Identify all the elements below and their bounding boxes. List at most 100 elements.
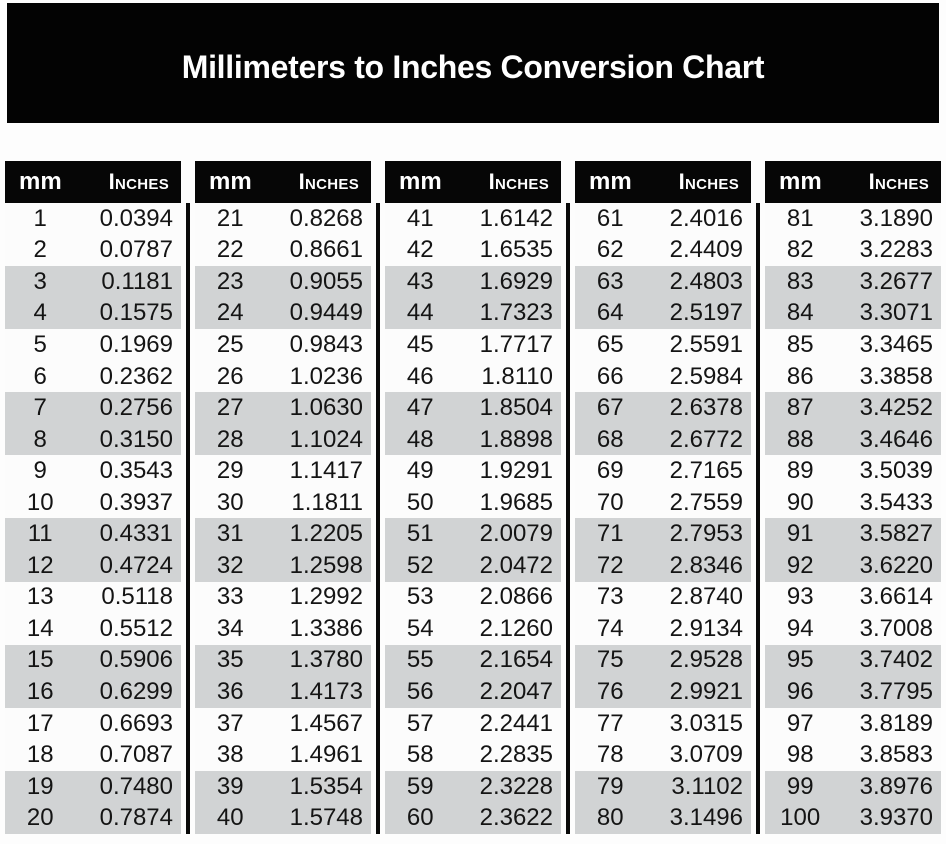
mm-value: 85 — [786, 330, 814, 358]
mm-value: 33 — [216, 583, 244, 611]
mm-value: 95 — [786, 646, 814, 674]
inches-value: 3.2283 — [859, 236, 933, 264]
inches-value: 0.5118 — [101, 583, 173, 611]
inches-value: 2.6378 — [669, 394, 743, 422]
mm-value: 49 — [406, 457, 434, 485]
mm-value: 79 — [596, 772, 624, 800]
inches-value: 0.4331 — [99, 520, 173, 548]
inches-value: 0.9843 — [289, 330, 363, 358]
divider-line — [186, 203, 190, 834]
mm-value: 72 — [596, 551, 624, 579]
mm-value: 35 — [216, 646, 244, 674]
inches-value: 0.3150 — [99, 425, 173, 453]
inches-value: 3.7795 — [859, 677, 933, 705]
table-row: 76 2.9921 — [575, 676, 751, 708]
table-row: 69 2.7165 — [575, 455, 751, 487]
table-row: 65 2.5591 — [575, 329, 751, 361]
mm-value: 86 — [786, 362, 814, 390]
inches-value: 2.2441 — [479, 709, 553, 737]
mm-value: 92 — [786, 551, 814, 579]
inches-value: 3.6220 — [859, 551, 933, 579]
table-row: 14 0.5512 — [5, 613, 181, 645]
mm-column-header: mm — [589, 168, 632, 195]
conversion-table: mm Inches 1 0.0394 2 0.0787 3 0.1181 4 0.1575 5 0.1… — [5, 161, 181, 834]
mm-value: 26 — [216, 362, 244, 390]
mm-value: 80 — [596, 804, 624, 832]
table-row: 31 1.2205 — [195, 518, 371, 551]
table-row: 85 3.3465 — [765, 329, 941, 361]
inches-value: 0.2756 — [99, 394, 173, 422]
inches-value: 0.4724 — [99, 551, 173, 579]
mm-value: 27 — [216, 394, 244, 422]
inches-value: 2.1260 — [479, 614, 553, 642]
inches-value: 2.2047 — [479, 677, 553, 705]
inches-value: 0.1969 — [99, 330, 173, 358]
inches-value: 1.8504 — [479, 394, 553, 422]
mm-value: 68 — [596, 425, 624, 453]
inches-value: 1.8898 — [479, 425, 553, 453]
table-row: 51 2.0079 — [385, 518, 561, 551]
table-row: 27 1.0630 — [195, 392, 371, 424]
table-row: 88 3.4646 — [765, 423, 941, 456]
mm-value: 34 — [216, 614, 244, 642]
inches-value: 3.8189 — [859, 709, 933, 737]
mm-column-header: mm — [399, 168, 442, 195]
mm-value: 96 — [786, 677, 814, 705]
mm-value: 57 — [406, 709, 434, 737]
inches-value: 0.8268 — [289, 204, 363, 232]
table-header: mm Inches — [195, 161, 371, 203]
table-row: 15 0.5906 — [5, 644, 181, 677]
mm-value: 45 — [406, 330, 434, 358]
divider-line — [756, 203, 760, 834]
mm-value: 65 — [596, 330, 624, 358]
mm-value: 29 — [216, 457, 244, 485]
mm-value: 54 — [406, 614, 434, 642]
table-row: 35 1.3780 — [195, 644, 371, 677]
mm-value: 36 — [216, 677, 244, 705]
table-row: 92 3.6220 — [765, 550, 941, 582]
table-row: 77 3.0315 — [575, 707, 751, 740]
inches-value: 1.1811 — [291, 488, 363, 516]
mm-column-header: mm — [209, 168, 252, 195]
inches-value: 0.7874 — [99, 804, 173, 832]
table-row: 67 2.6378 — [575, 392, 751, 424]
mm-column-header: mm — [779, 168, 822, 195]
inches-value: 0.5906 — [99, 646, 173, 674]
table-row: 37 1.4567 — [195, 707, 371, 740]
mm-value: 7 — [33, 394, 47, 422]
table-row: 68 2.6772 — [575, 423, 751, 456]
table-row: 28 1.1024 — [195, 423, 371, 456]
inches-value: 1.6929 — [479, 267, 553, 295]
inches-value: 1.5748 — [289, 804, 363, 832]
mm-value: 69 — [596, 457, 624, 485]
table-row: 72 2.8346 — [575, 550, 751, 582]
mm-value: 98 — [786, 741, 814, 769]
table-row: 42 1.6535 — [385, 234, 561, 267]
table-divider — [561, 161, 575, 834]
table-row: 70 2.7559 — [575, 486, 751, 519]
inches-value: 1.4961 — [289, 741, 363, 769]
table-row: 58 2.2835 — [385, 739, 561, 771]
table-row: 22 0.8661 — [195, 234, 371, 267]
mm-value: 22 — [216, 236, 244, 264]
inches-value: 3.7008 — [859, 614, 933, 642]
mm-value: 71 — [596, 520, 624, 548]
table-row: 95 3.7402 — [765, 644, 941, 677]
inches-column-header: Inches — [488, 169, 549, 194]
mm-value: 82 — [786, 236, 814, 264]
mm-value: 46 — [406, 362, 434, 390]
conversion-table: mm Inches 21 0.8268 22 0.8661 23 0.9055 24 0.9449… — [195, 161, 371, 834]
mm-value: 5 — [33, 330, 47, 358]
mm-value: 62 — [596, 236, 624, 264]
table-row: 5 0.1969 — [5, 329, 181, 361]
mm-value: 78 — [596, 741, 624, 769]
inches-value: 1.3780 — [289, 646, 363, 674]
table-row: 38 1.4961 — [195, 739, 371, 771]
conversion-table: mm Inches 61 2.4016 62 2.4409 63 2.4803 64 2.5197… — [575, 161, 751, 834]
inches-value: 1.1024 — [289, 425, 363, 453]
table-row: 64 2.5197 — [575, 297, 751, 330]
mm-value: 12 — [26, 551, 54, 579]
mm-value: 58 — [406, 741, 434, 769]
inches-value: 1.9291 — [479, 457, 553, 485]
mm-column-header: mm — [19, 168, 62, 195]
